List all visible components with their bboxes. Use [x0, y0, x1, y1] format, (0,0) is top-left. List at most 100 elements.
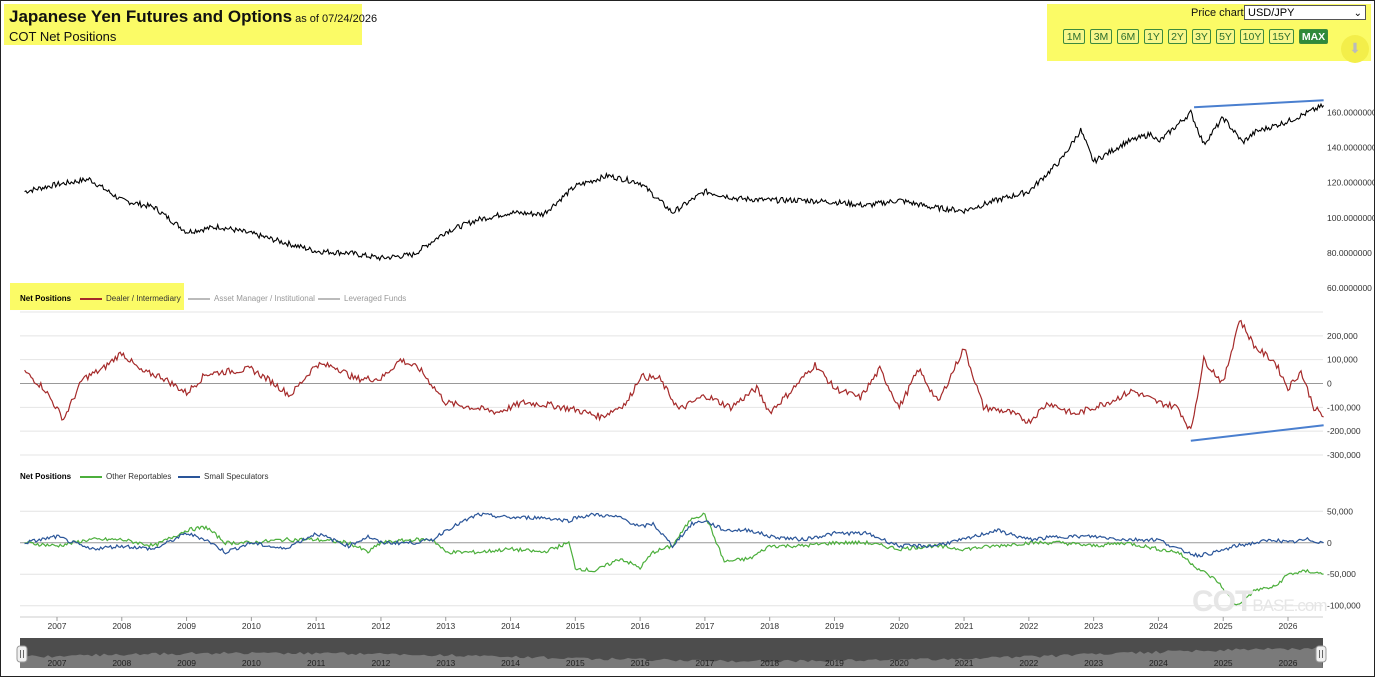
- navigator-year-label: 2013: [436, 658, 455, 668]
- x-tick-label: 2016: [631, 621, 650, 631]
- title-text: Japanese Yen Futures and Options: [9, 7, 293, 26]
- watermark-logo: COTBASE.com: [1192, 585, 1328, 619]
- x-tick-label: 2024: [1149, 621, 1168, 631]
- legend-dealer-box: [10, 283, 184, 310]
- x-tick-label: 2026: [1279, 621, 1298, 631]
- navigator-year-label: 2009: [177, 658, 196, 668]
- range-button-10y[interactable]: 10Y: [1240, 29, 1264, 44]
- navigator-year-label: 2012: [371, 658, 390, 668]
- x-tick-label: 2007: [48, 621, 67, 631]
- series-line-dealer-intermediary: [24, 319, 1324, 430]
- y-tick-label: 100,000: [1327, 355, 1358, 365]
- legend-swatch: [80, 297, 102, 300]
- legend-label: Other Reportables: [106, 472, 172, 481]
- x-tick-label: 2011: [307, 621, 326, 631]
- navigator-year-label: 2026: [1279, 658, 1298, 668]
- navigator-year-label: 2008: [112, 658, 131, 668]
- navigator-year-label: 2015: [566, 658, 585, 668]
- price-chart-label: Price chart:: [1191, 7, 1247, 19]
- trendline: [1194, 99, 1324, 109]
- navigator-handle-left[interactable]: [16, 645, 28, 663]
- navigator-year-label: 2021: [955, 658, 974, 668]
- legend-swatch: [178, 475, 200, 478]
- x-tick-label: 2017: [695, 621, 714, 631]
- legend-item-leveraged-funds[interactable]: Leveraged Funds: [318, 294, 406, 303]
- legend-label: Asset Manager / Institutional: [214, 294, 315, 303]
- navigator-year-label: 2018: [760, 658, 779, 668]
- watermark-main: COT: [1192, 585, 1253, 618]
- navigator-year-label: 2019: [825, 658, 844, 668]
- series-line-small-speculators: [24, 512, 1324, 558]
- legend-item-small-speculators[interactable]: Small Speculators: [178, 472, 268, 481]
- x-tick-label: 2009: [177, 621, 196, 631]
- legend-label: Small Speculators: [204, 472, 269, 481]
- title-box: Japanese Yen Futures and Options as of 07…: [4, 4, 377, 45]
- y-tick-label: 0: [1327, 379, 1332, 389]
- x-tick-label: 2019: [825, 621, 844, 631]
- range-button-3y[interactable]: 3Y: [1192, 29, 1211, 44]
- navigator-year-label: 2025: [1214, 658, 1233, 668]
- navigator-year-label: 2014: [501, 658, 520, 668]
- navigator-year-label: 2017: [695, 658, 714, 668]
- range-button-max[interactable]: MAX: [1299, 29, 1328, 44]
- range-button-1y[interactable]: 1Y: [1144, 29, 1163, 44]
- chevron-down-icon: ⌄: [1353, 8, 1362, 19]
- as-of-date: as of 07/24/2026: [295, 13, 378, 25]
- range-button-3m[interactable]: 3M: [1090, 29, 1112, 44]
- legend-item-asset-manager-institutional[interactable]: Asset Manager / Institutional: [188, 294, 315, 303]
- range-button-5y[interactable]: 5Y: [1216, 29, 1235, 44]
- y-tick-label: 100.0000000: [1327, 213, 1375, 223]
- x-tick-label: 2015: [566, 621, 585, 631]
- y-tick-label: -300,000: [1327, 450, 1361, 460]
- x-tick-label: 2025: [1214, 621, 1233, 631]
- y-tick-label: -100,000: [1327, 402, 1361, 412]
- x-tick-label: 2023: [1084, 621, 1103, 631]
- legend-item-other-reportables[interactable]: Other Reportables: [80, 472, 171, 481]
- y-tick-label: 120.0000000: [1327, 178, 1375, 188]
- x-tick-label: 2008: [112, 621, 131, 631]
- y-tick-label: 0: [1327, 538, 1332, 548]
- y-tick-label: 50,000: [1327, 506, 1353, 516]
- price-chart-select[interactable]: USD/JPY ⌄: [1244, 5, 1366, 20]
- legend-swatch: [188, 297, 210, 300]
- y-tick-label: -50,000: [1327, 569, 1356, 579]
- navigator-year-label: 2024: [1149, 658, 1168, 668]
- legend-title: Net Positions: [20, 472, 72, 481]
- page-title: Japanese Yen Futures and Options as of 07…: [9, 7, 377, 27]
- y-tick-label: 80.0000000: [1327, 248, 1372, 258]
- x-tick-label: 2022: [1019, 621, 1038, 631]
- x-tick-label: 2013: [436, 621, 455, 631]
- controls-box: Price chart: USD/JPY ⌄ 1M 3M 6M 1Y 2Y 3Y 5Y 10Y 1…: [1047, 4, 1371, 63]
- range-button-2y[interactable]: 2Y: [1168, 29, 1187, 44]
- legend-label: Leveraged Funds: [344, 294, 407, 303]
- x-tick-label: 2014: [501, 621, 520, 631]
- download-icon: ⬇: [1349, 40, 1361, 56]
- navigator-year-label: 2016: [631, 658, 650, 668]
- x-tick-label: 2012: [371, 621, 390, 631]
- x-tick-label: 2018: [760, 621, 779, 631]
- navigator-year-label: 2011: [307, 658, 326, 668]
- navigator-year-label: 2020: [890, 658, 909, 668]
- y-tick-label: 160.0000000: [1327, 108, 1375, 118]
- series-line-usd-jpy: [24, 102, 1325, 262]
- range-button-6m[interactable]: 6M: [1117, 29, 1139, 44]
- price-chart-value: USD/JPY: [1248, 7, 1295, 19]
- range-button-1m[interactable]: 1M: [1063, 29, 1085, 44]
- legend-item-dealer-intermediary[interactable]: Dealer / Intermediary: [80, 294, 181, 303]
- legend-label: Dealer / Intermediary: [106, 294, 181, 303]
- legend-swatch: [80, 475, 102, 478]
- x-tick-label: 2020: [890, 621, 909, 631]
- y-tick-label: 200,000: [1327, 331, 1358, 341]
- navigator-area: [20, 647, 1323, 668]
- trendline: [1190, 424, 1324, 442]
- navigator-handle-right[interactable]: [1315, 645, 1327, 663]
- navigator-year-label: 2023: [1084, 658, 1103, 668]
- range-button-15y[interactable]: 15Y: [1269, 29, 1294, 44]
- watermark-sub: BASE.com: [1252, 596, 1327, 615]
- navigator-year-label: 2010: [242, 658, 261, 668]
- x-tick-label: 2010: [242, 621, 261, 631]
- download-button[interactable]: ⬇: [1341, 35, 1369, 63]
- y-tick-label: -100,000: [1327, 601, 1361, 611]
- page-subtitle: COT Net Positions: [9, 29, 117, 44]
